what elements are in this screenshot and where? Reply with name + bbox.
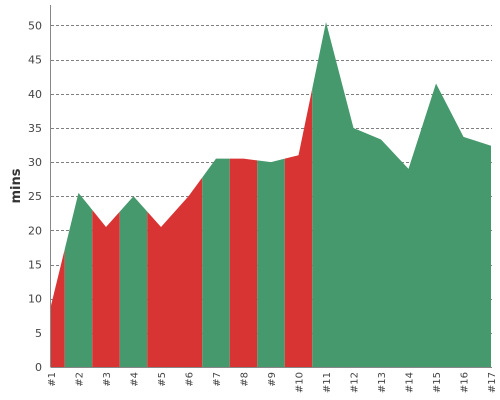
- y-tick-label-20: 20: [28, 224, 42, 237]
- x-tick-label-11: #11: [322, 372, 333, 393]
- y-tick-label-0: 0: [35, 361, 42, 374]
- axes: [50, 5, 492, 368]
- x-tick-label-9: #9: [267, 372, 278, 387]
- area-segment-6-green: [202, 158, 230, 367]
- area-segment-8-green: [257, 158, 285, 367]
- y-tick-label-15: 15: [28, 259, 42, 272]
- x-tick-label-14: #14: [405, 372, 416, 393]
- y-tick-label-25: 25: [28, 190, 42, 203]
- area-segment-9-red: [284, 88, 313, 368]
- y-tick-labels: 0 5 10 15 20 25 30 35 40 45 50: [28, 19, 42, 374]
- x-tick-labels: #1 #2 #3 #4 #5 #6 #7 #8 #9 #10 #11 #12 #13 #14 #15 #16 #…: [47, 372, 498, 393]
- y-tick-label-35: 35: [28, 122, 42, 135]
- area-segment-5-red: [147, 177, 203, 367]
- y-tick-label-10: 10: [28, 293, 42, 306]
- y-axis-title: mins: [9, 168, 24, 203]
- x-tick-label-17: #17: [487, 372, 498, 393]
- y-tick-label-50: 50: [28, 19, 42, 32]
- x-tick-label-16: #16: [460, 372, 471, 393]
- area-segment-4-green: [119, 196, 148, 367]
- x-tick-label-2: #2: [75, 372, 86, 387]
- y-tick-label-30: 30: [28, 156, 42, 169]
- x-tick-label-8: #8: [240, 372, 251, 387]
- x-tick-label-5: #5: [157, 372, 168, 387]
- area-segment-10-green: [312, 22, 491, 368]
- area-segment-3-red: [92, 209, 120, 367]
- x-tick-label-7: #7: [212, 372, 223, 387]
- x-tick-label-3: #3: [102, 372, 113, 387]
- x-tick-label-6: #6: [185, 372, 196, 387]
- x-tick-label-12: #12: [350, 372, 361, 393]
- area-segments: [51, 22, 491, 368]
- x-tick-label-15: #15: [432, 372, 443, 393]
- x-tick-label-4: #4: [130, 372, 141, 387]
- y-tick-label-45: 45: [28, 54, 42, 67]
- area-segment-1-red: [51, 249, 65, 367]
- y-tick-label-5: 5: [35, 327, 42, 340]
- x-tick-label-1: #1: [47, 372, 58, 387]
- area-segment-2-green: [64, 192, 93, 367]
- y-tick-label-40: 40: [28, 88, 42, 101]
- x-tick-label-13: #13: [377, 372, 388, 393]
- area-segment-7-red: [229, 158, 258, 367]
- x-tick-label-10: #10: [295, 372, 306, 393]
